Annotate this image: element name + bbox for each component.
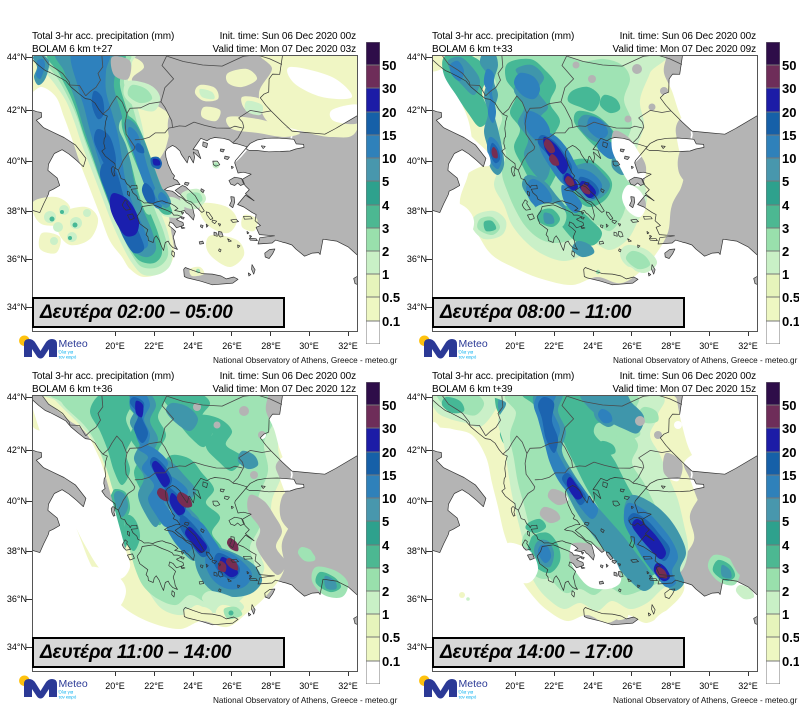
svg-text:Όλα για: Όλα για xyxy=(58,350,74,355)
svg-text:τον καιρό: τον καιρό xyxy=(59,694,77,699)
svg-text:Meteo: Meteo xyxy=(59,338,88,350)
svg-text:Meteo: Meteo xyxy=(459,678,488,690)
svg-text:Meteo: Meteo xyxy=(59,678,88,690)
svg-text:Όλα για: Όλα για xyxy=(458,350,474,355)
svg-text:Όλα για: Όλα για xyxy=(458,690,474,695)
svg-text:τον καιρό: τον καιρό xyxy=(459,354,477,359)
svg-text:Meteo: Meteo xyxy=(459,338,488,350)
svg-text:τον καιρό: τον καιρό xyxy=(459,694,477,699)
svg-text:τον καιρό: τον καιρό xyxy=(59,354,77,359)
svg-text:Όλα για: Όλα για xyxy=(58,690,74,695)
